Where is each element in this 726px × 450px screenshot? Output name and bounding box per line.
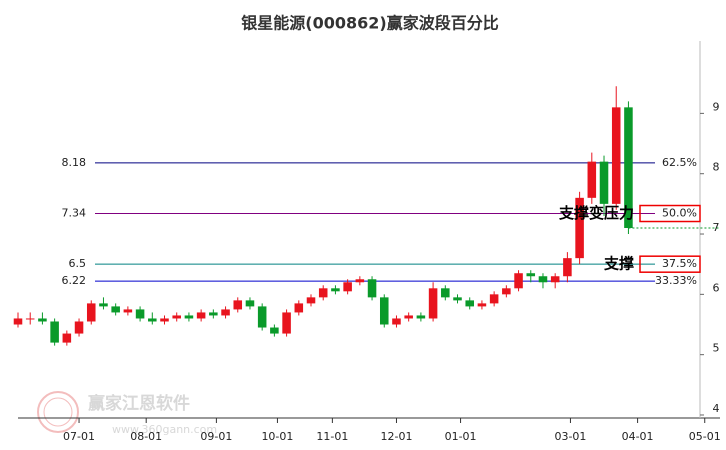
y-tick-label: 8 xyxy=(713,161,720,174)
candle-body xyxy=(550,276,560,283)
chart-title: 银星能源(000862)赢家波段百分比 xyxy=(241,14,498,33)
candle-body xyxy=(526,273,536,277)
candle-body xyxy=(575,197,584,259)
candle-body xyxy=(502,288,511,295)
candle-body xyxy=(196,312,206,319)
candle-body xyxy=(624,107,633,228)
level-label: 62.5% xyxy=(662,156,697,169)
candle-body xyxy=(160,318,169,322)
level-box xyxy=(639,204,701,223)
watermark: 赢家江恩软件 xyxy=(88,393,190,414)
candle-body xyxy=(355,279,365,283)
level-label: 37.5% xyxy=(662,257,697,270)
candle-body xyxy=(25,318,35,320)
level-value: 6.5 xyxy=(69,257,87,270)
level-value: 6.22 xyxy=(62,274,87,287)
candle-body xyxy=(514,273,523,289)
level-label: 50.0% xyxy=(662,207,697,220)
level-value: 7.34 xyxy=(62,207,87,220)
y-tick-label: 9 xyxy=(713,100,720,113)
candle-body xyxy=(367,279,377,298)
x-tick-label: 04-01 xyxy=(622,430,654,443)
candle-body xyxy=(209,312,218,316)
x-tick-label: 08-01 xyxy=(130,430,162,443)
candle-body xyxy=(74,321,84,334)
candle-body xyxy=(404,315,413,319)
candle-body xyxy=(13,318,23,325)
candle-body xyxy=(318,288,328,298)
candle-body xyxy=(477,303,487,307)
y-tick-label: 4 xyxy=(713,402,720,415)
watermark-logo xyxy=(37,391,79,433)
candle-body xyxy=(233,300,243,310)
candle-body xyxy=(148,318,157,322)
level-value: 8.18 xyxy=(62,156,87,169)
candle-body xyxy=(343,282,352,292)
candle-body xyxy=(111,306,120,313)
candle-body xyxy=(294,303,304,313)
candle-body xyxy=(123,309,133,313)
candle-body xyxy=(392,318,401,325)
candle-body xyxy=(282,312,291,334)
annotation: 支撑 xyxy=(603,255,634,273)
candle-body xyxy=(184,315,194,319)
candle-body xyxy=(172,315,181,319)
candle-body xyxy=(489,294,499,304)
annotation: 支撑变压力 xyxy=(558,204,634,222)
candle-body xyxy=(306,297,316,304)
y-tick-label: 6 xyxy=(713,281,720,294)
x-tick-label: 05-01 xyxy=(689,430,721,443)
candle-body xyxy=(587,161,597,198)
x-tick-label: 01-01 xyxy=(445,430,477,443)
level-label: 33.33% xyxy=(655,274,697,287)
candle-body xyxy=(50,321,59,343)
level-box xyxy=(639,255,701,273)
candle-body xyxy=(331,288,340,292)
candle-body xyxy=(221,309,230,316)
candle-body xyxy=(86,303,96,322)
x-tick-label: 11-01 xyxy=(316,430,348,443)
candle-body xyxy=(379,297,389,325)
watermark-url: www.360gann.com xyxy=(112,423,217,436)
x-tick-label: 03-01 xyxy=(554,430,586,443)
candle-body xyxy=(538,276,548,283)
candle-body xyxy=(599,161,609,204)
candle-body xyxy=(135,309,145,319)
x-tick-label: 10-01 xyxy=(261,430,293,443)
candle-body xyxy=(99,303,108,307)
x-tick-label: 07-01 xyxy=(63,430,95,443)
candle-body xyxy=(441,288,450,298)
candle-body xyxy=(416,315,426,319)
candle-body xyxy=(465,300,474,307)
candle-body xyxy=(563,258,572,277)
candle-body xyxy=(270,327,279,334)
y-tick-label: 7 xyxy=(713,221,720,234)
candle-body xyxy=(257,306,267,328)
candle-body xyxy=(38,318,47,322)
candle-body xyxy=(611,107,621,204)
x-tick-label: 09-01 xyxy=(200,430,232,443)
y-tick-label: 5 xyxy=(713,342,720,355)
x-tick-label: 12-01 xyxy=(380,430,412,443)
candle-body xyxy=(62,333,72,343)
candle-body xyxy=(428,288,438,319)
candle-body xyxy=(453,297,462,301)
candle-body xyxy=(245,300,255,307)
